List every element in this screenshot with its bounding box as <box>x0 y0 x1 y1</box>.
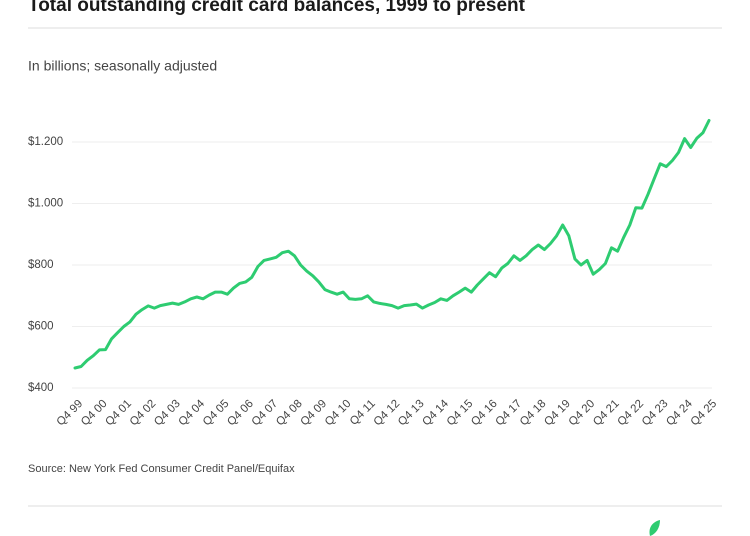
x-tick-label: Q4 19 <box>542 398 573 429</box>
x-tick-label: Q4 09 <box>298 398 329 429</box>
x-tick-label: Q4 10 <box>323 398 354 429</box>
x-tick-label: Q4 08 <box>274 398 305 429</box>
x-tick-label: Q4 15 <box>445 398 476 429</box>
source-note: Source: New York Fed Consumer Credit Pan… <box>28 463 295 475</box>
y-tick-label: $1.200 <box>28 136 63 148</box>
x-tick-label: Q4 01 <box>103 398 134 429</box>
x-tick-label: Q4 04 <box>177 397 208 428</box>
x-tick-label: Q4 07 <box>250 398 281 429</box>
x-tick-label: Q4 17 <box>494 398 525 429</box>
x-tick-label: Q4 11 <box>348 398 378 428</box>
x-tick-label: Q4 05 <box>201 398 232 429</box>
x-tick-label: Q4 14 <box>420 397 451 428</box>
logo-leaf <box>649 520 660 536</box>
y-tick-label: $400 <box>28 382 54 394</box>
x-tick-label: Q4 25 <box>689 398 720 429</box>
x-tick-label: Q4 13 <box>396 398 427 429</box>
x-tick-label: Q4 03 <box>152 398 183 429</box>
x-tick-label: Q4 24 <box>664 397 695 428</box>
x-tick-label: Q4 12 <box>372 398 403 429</box>
y-tick-label: $1.000 <box>28 198 63 210</box>
data-line <box>73 119 711 370</box>
x-tick-label: Q4 22 <box>615 398 646 429</box>
x-tick-label: Q4 21 <box>591 398 622 429</box>
x-tick-label: Q4 18 <box>518 398 549 429</box>
x-tick-label: Q4 20 <box>567 398 598 429</box>
x-tick-label: Q4 16 <box>469 398 500 429</box>
chart-subtitle: In billions; seasonally adjusted <box>28 58 217 74</box>
x-tick-label: Q4 02 <box>128 398 159 429</box>
x-tick-label: Q4 23 <box>640 398 671 429</box>
y-tick-label: $800 <box>28 259 54 271</box>
chart-title: Total outstanding credit card balances, … <box>28 0 526 16</box>
x-tick-label: Q4 00 <box>79 398 110 429</box>
y-tick-label: $600 <box>28 321 54 333</box>
x-tick-label: Q4 99 <box>55 398 86 429</box>
x-tick-label: Q4 06 <box>225 398 256 429</box>
